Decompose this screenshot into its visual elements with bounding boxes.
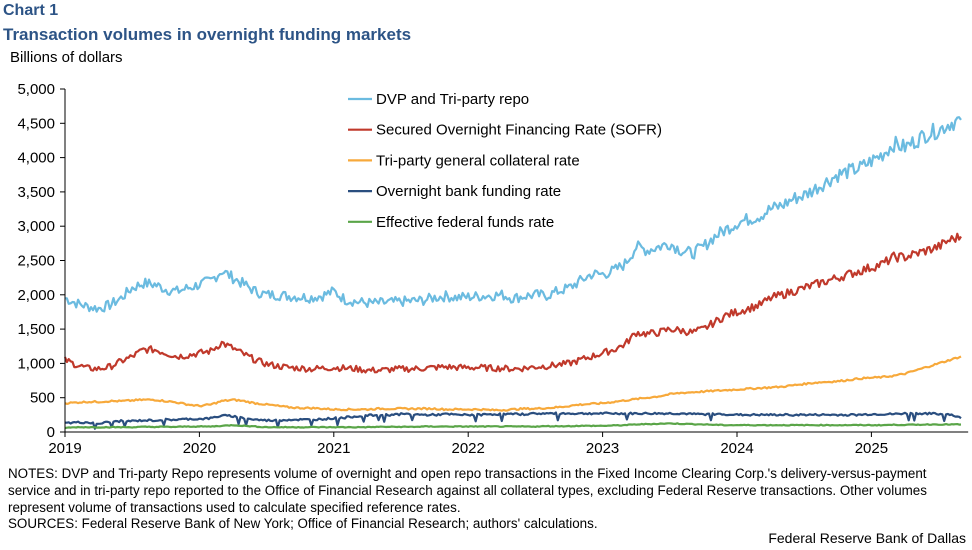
line-chart: 0 500 1,000 1,500 2,000 2,500 3,000 3,500 4,000 4… [17, 81, 969, 457]
y-axis-unit-label: Billions of dollars [10, 49, 123, 66]
chart-label: Chart 1 [3, 2, 59, 19]
x-tick-label: 2022 [452, 440, 485, 457]
chart-notes: NOTES: DVP and Tri-party Repo represents… [8, 466, 927, 515]
legend: DVP and Tri-party repo Secured Overnight … [348, 91, 662, 231]
legend-label: Effective federal funds rate [376, 214, 554, 231]
legend-label: Tri-party general collateral rate [376, 152, 580, 169]
legend-label: DVP and Tri-party repo [376, 91, 529, 108]
x-tick-label: 2021 [317, 440, 350, 457]
y-tick-label: 2,500 [17, 253, 55, 270]
series-layer [63, 116, 962, 430]
x-tick-label: 2025 [855, 440, 888, 457]
series-line-3 [64, 411, 962, 430]
y-tick-label: 1,000 [17, 355, 55, 372]
y-tick-label: 4,500 [17, 115, 55, 132]
series-line-4 [64, 422, 962, 430]
x-tick-label: 2024 [720, 440, 753, 457]
x-tick-label: 2023 [586, 440, 619, 457]
chart-sources: SOURCES: Federal Reserve Bank of New Yor… [8, 516, 598, 531]
y-tick-label: 4,000 [17, 150, 55, 167]
y-tick-label: 2,000 [17, 287, 55, 304]
legend-label: Secured Overnight Financing Rate (SOFR) [376, 122, 662, 139]
y-tick-label: 3,500 [17, 184, 55, 201]
legend-label: Overnight bank funding rate [376, 183, 561, 200]
axes: 0 500 1,000 1,500 2,000 2,500 3,000 3,500 4,000 4… [17, 81, 969, 457]
series-line-2 [64, 355, 962, 412]
y-tick-label: 3,000 [17, 218, 55, 235]
series-line-0 [64, 116, 962, 313]
series-line-1 [63, 232, 962, 374]
chart-title: Transaction volumes in overnight funding… [3, 25, 412, 44]
y-tick-label: 0 [47, 424, 55, 441]
x-tick-label: 2020 [183, 440, 216, 457]
source-credit: Federal Reserve Bank of Dallas [768, 530, 966, 546]
y-tick-label: 5,000 [17, 81, 55, 98]
y-tick-label: 500 [30, 390, 55, 407]
x-tick-label: 2019 [48, 440, 81, 457]
y-tick-label: 1,500 [17, 321, 55, 338]
